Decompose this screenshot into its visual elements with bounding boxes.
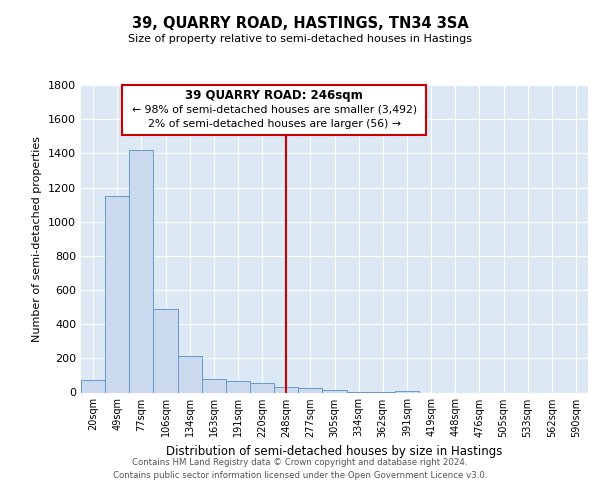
Bar [129, 150, 154, 392]
Bar [105, 196, 129, 392]
Bar [250, 383, 274, 392]
Text: Contains HM Land Registry data © Crown copyright and database right 2024.: Contains HM Land Registry data © Crown c… [132, 458, 468, 467]
Bar [178, 356, 202, 393]
Bar [322, 390, 347, 392]
FancyBboxPatch shape [122, 85, 426, 134]
Text: 2% of semi-detached houses are larger (56) →: 2% of semi-detached houses are larger (5… [148, 118, 401, 128]
X-axis label: Distribution of semi-detached houses by size in Hastings: Distribution of semi-detached houses by … [166, 445, 503, 458]
Text: 39, QUARRY ROAD, HASTINGS, TN34 3SA: 39, QUARRY ROAD, HASTINGS, TN34 3SA [131, 16, 469, 32]
Text: 39 QUARRY ROAD: 246sqm: 39 QUARRY ROAD: 246sqm [185, 90, 363, 102]
Y-axis label: Number of semi-detached properties: Number of semi-detached properties [32, 136, 43, 342]
Text: ← 98% of semi-detached houses are smaller (3,492): ← 98% of semi-detached houses are smalle… [131, 105, 417, 115]
Bar [81, 380, 105, 392]
Text: Contains public sector information licensed under the Open Government Licence v3: Contains public sector information licen… [113, 472, 487, 480]
Bar [274, 386, 298, 392]
Bar [202, 379, 226, 392]
Bar [395, 391, 419, 392]
Bar [154, 309, 178, 392]
Bar [226, 382, 250, 392]
Bar [298, 388, 322, 392]
Text: Size of property relative to semi-detached houses in Hastings: Size of property relative to semi-detach… [128, 34, 472, 44]
